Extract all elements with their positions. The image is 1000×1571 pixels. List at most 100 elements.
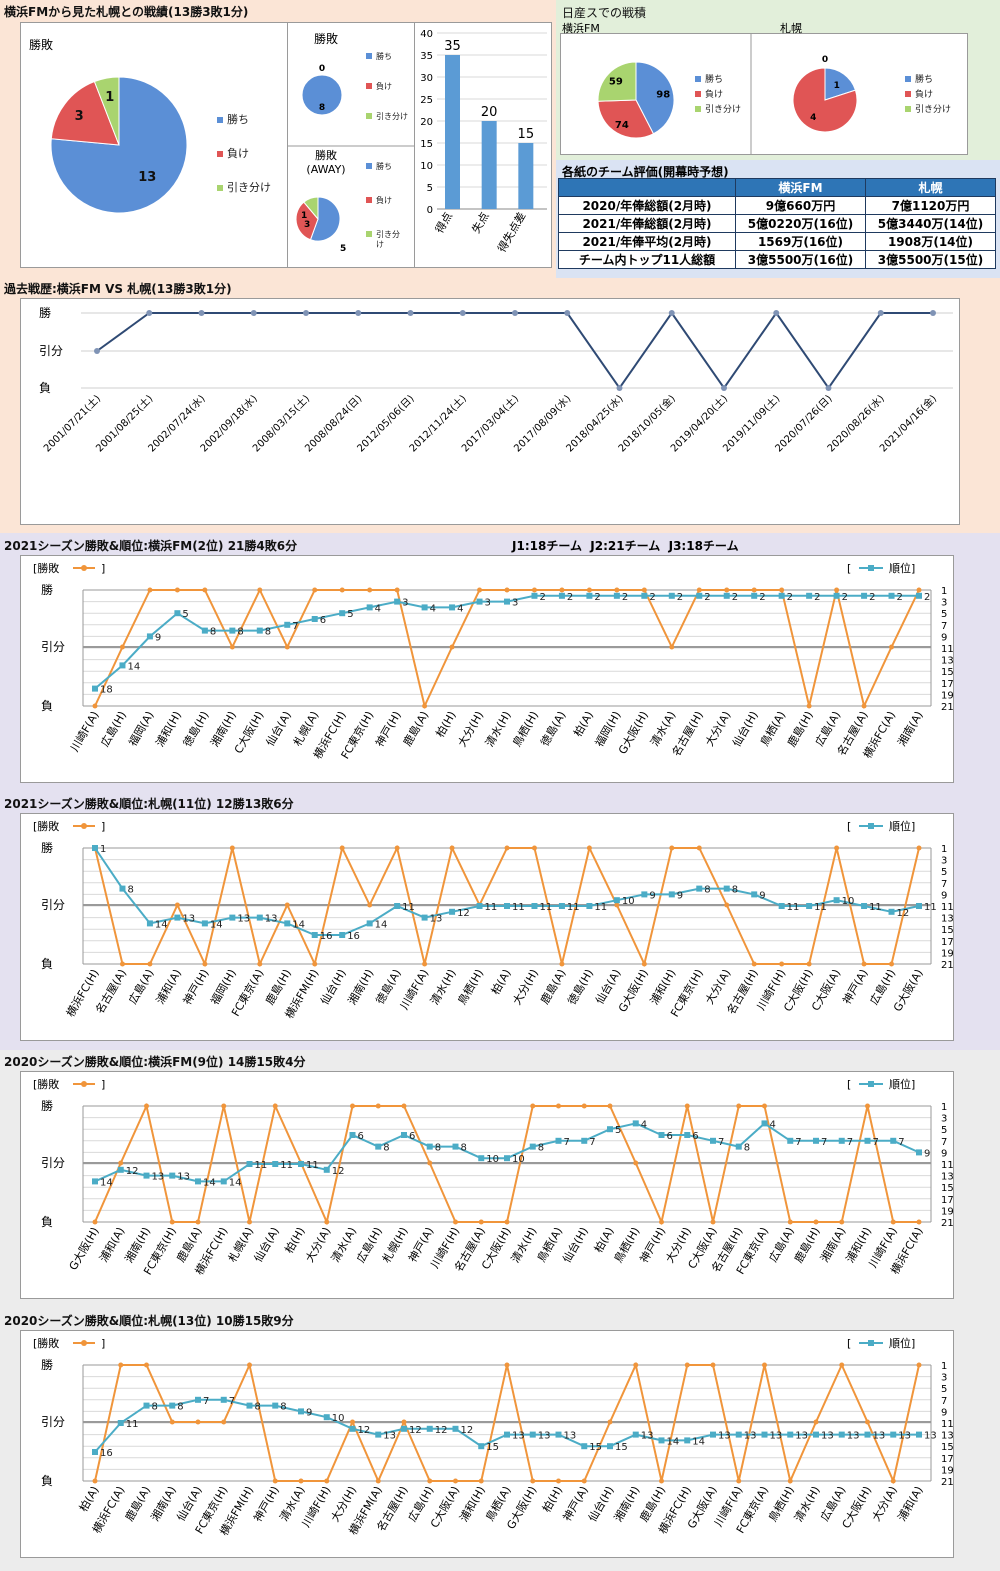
season-rank-point	[723, 885, 730, 892]
season-rank-point	[478, 1443, 485, 1450]
season-rank-tick-label: 7	[941, 879, 947, 890]
season-category-label: 湘南(H)	[345, 967, 377, 1008]
main-pie-legend-swatch	[217, 185, 223, 191]
season-rank-data-label: 2	[677, 592, 683, 603]
history-date-label: 2020/08/26(水)	[825, 393, 887, 455]
season-rank-point	[323, 1166, 330, 1173]
season2-title: 2021シーズン勝敗&順位:札幌(11位) 12勝13敗6分	[4, 797, 294, 811]
season-rank-tick-label: 5	[941, 867, 947, 878]
season-result-point	[839, 1362, 845, 1368]
season-y-label: 勝	[41, 1357, 53, 1372]
season-rank-data-label: 2	[842, 592, 848, 603]
main-pie-legend-label: 引き分け	[227, 180, 271, 194]
season-result-point	[916, 845, 922, 851]
season-rank-tick-label: 17	[941, 679, 953, 690]
history-date-label: 2018/04/25(水)	[564, 393, 626, 455]
season-rank-point	[632, 1120, 639, 1127]
season-rank-point	[888, 592, 895, 599]
season-category-label: 神戸(A)	[839, 967, 870, 1007]
season-category-label: 大分(A)	[702, 709, 733, 749]
season-result-point	[530, 1103, 536, 1109]
history-title: 過去戦歴:横浜FM VS 札幌(13勝3敗1分)	[4, 282, 232, 296]
season-category-label: 仙台(A)	[592, 967, 623, 1007]
season-rank-data-label: 12	[897, 908, 910, 919]
season-rank-tick-label: 3	[941, 1373, 947, 1384]
season-rank-point	[581, 1443, 588, 1450]
season-rank-data-label: 13	[744, 1431, 757, 1442]
season-rank-data-label: 11	[567, 902, 580, 913]
history-date-label: 2002/09/18(水)	[198, 393, 260, 455]
season-rank-data-label: 9	[924, 1148, 930, 1159]
season-rank-data-label: 6	[320, 615, 326, 626]
season-rank-data-label: 9	[677, 890, 683, 901]
season-rank-point	[710, 1137, 716, 1144]
evaluation-cell: 5億0220万(16位)	[735, 214, 866, 233]
season-rank-data-label: 14	[375, 919, 388, 930]
season-rank-tick-label: 1	[941, 1361, 947, 1372]
season-rank-data-label: 2	[704, 592, 710, 603]
season-rank-data-label: 12	[358, 1425, 371, 1436]
nissan-yokohama-legend-label: 引き分け	[705, 104, 741, 115]
nissan-label-yokohama: 横浜FM	[562, 22, 600, 35]
season-legend-left-close: ]	[101, 1078, 105, 1091]
season-result-point	[724, 587, 730, 593]
season-rank-line	[94, 1398, 919, 1453]
season-result-point	[586, 587, 592, 593]
season-rank-point	[256, 914, 263, 921]
season2-panel: [勝敗][順位] 1 3 5 7 9 11 13 15 17 19 21 勝引分負 1 8 14 13 14 13 1…	[20, 813, 954, 1041]
season-result-point	[751, 587, 757, 593]
season-rank-data-label: 7	[821, 1137, 827, 1148]
season-rank-data-label: 14	[210, 919, 223, 930]
season-rank-tick-label: 11	[941, 902, 953, 913]
season-category-label: 柏(A)	[591, 1225, 617, 1255]
season-rank-point	[272, 1161, 279, 1167]
season-rank-point	[366, 604, 373, 611]
season-result-point	[724, 902, 730, 908]
season-result-point	[453, 1219, 458, 1225]
season-result-point	[92, 1478, 98, 1484]
season-rank-point	[339, 610, 346, 617]
season-rank-point	[806, 592, 813, 599]
nissan-yokohama-legend-swatch	[695, 106, 701, 112]
home-pie-value-label: 8	[319, 103, 325, 113]
season-rank-data-label: 11	[255, 1160, 268, 1171]
season-category-label: 鳥栖(H)	[510, 709, 542, 750]
season-rank-point	[813, 1137, 819, 1144]
season-rank-data-label: 5	[615, 1125, 621, 1136]
season-legend-left-marker	[81, 565, 87, 571]
season-rank-point	[174, 610, 181, 617]
season-legend-right-label: 順位]	[889, 1336, 915, 1350]
season-result-point	[401, 1103, 407, 1109]
season-rank-point	[284, 920, 291, 927]
season-rank-point	[201, 627, 208, 634]
season-rank-data-label: 7	[564, 1137, 570, 1148]
nissan-sapporo-legend-swatch	[905, 106, 911, 112]
season-rank-data-label: 2	[567, 592, 573, 603]
season-rank-point	[119, 662, 126, 669]
season-result-point	[298, 1478, 304, 1484]
season-rank-point	[449, 908, 456, 915]
season-rank-point	[298, 1161, 304, 1167]
nissan-sapporo-value-label: 0	[822, 55, 828, 65]
season-rank-point	[735, 1143, 742, 1150]
season-rank-data-label: 11	[814, 902, 827, 913]
season-category-label: 広島(H)	[867, 967, 899, 1008]
season-rank-point	[861, 903, 868, 909]
season-rank-data-label: 8	[461, 1143, 467, 1154]
season-result-point	[427, 1160, 433, 1166]
season-result-point	[504, 1219, 510, 1225]
season-rank-point	[92, 1178, 98, 1185]
history-y-label: 引分	[39, 344, 63, 358]
season-rank-point	[375, 1143, 382, 1150]
season-rank-tick-label: 5	[941, 1384, 947, 1395]
season-rank-point	[723, 592, 730, 599]
season-y-label: 勝	[41, 840, 53, 855]
season-category-label: 川崎F(A)	[67, 709, 101, 754]
season-category-label: 神戸(H)	[372, 709, 404, 750]
season-rank-tick-label: 21	[941, 960, 953, 971]
nissan-yokohama-value-label: 98	[656, 89, 670, 100]
history-date-label: 2008/08/24(日)	[303, 393, 364, 454]
season-rank-data-label: 2	[924, 592, 930, 603]
season-rank-data-label: 2	[622, 592, 628, 603]
